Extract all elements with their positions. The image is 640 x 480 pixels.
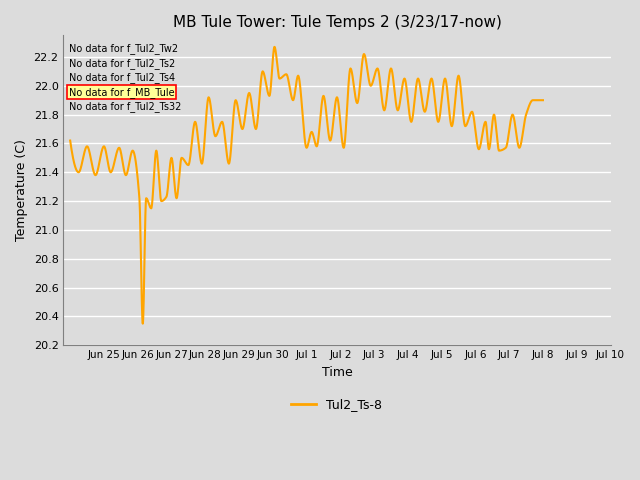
Title: MB Tule Tower: Tule Temps 2 (3/23/17-now): MB Tule Tower: Tule Temps 2 (3/23/17-now… [173, 15, 501, 30]
Text: No data for f_Tul2_Ts32: No data for f_Tul2_Ts32 [69, 101, 181, 112]
Text: No data for f_Tul2_Tw2: No data for f_Tul2_Tw2 [69, 43, 178, 54]
Y-axis label: Temperature (C): Temperature (C) [15, 139, 28, 241]
Legend: Tul2_Ts-8: Tul2_Ts-8 [287, 394, 387, 417]
Text: No data for f_Tul2_Ts4: No data for f_Tul2_Ts4 [69, 72, 175, 83]
Text: No data for f_MB_Tule: No data for f_MB_Tule [69, 87, 175, 98]
X-axis label: Time: Time [321, 366, 353, 379]
Text: No data for f_Tul2_Ts2: No data for f_Tul2_Ts2 [69, 58, 175, 69]
